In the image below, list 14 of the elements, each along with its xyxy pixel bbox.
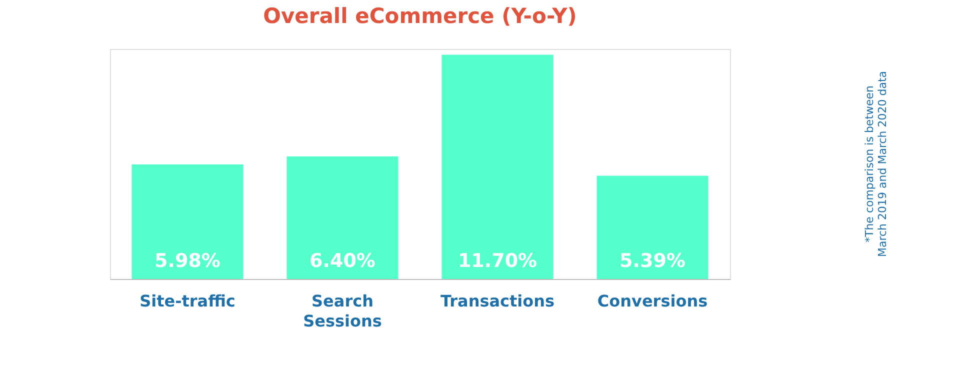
data-label: 6.40% (310, 250, 376, 272)
text: *The comparison is between March 2019 and March 2020 data (863, 70, 889, 258)
x-tick-label: Search Sessions (303, 292, 382, 330)
bar (596, 176, 708, 279)
x-tick-label: Conversions (597, 292, 708, 310)
data-label: 5.39% (620, 250, 686, 272)
data-label: 11.70% (458, 250, 538, 272)
x-tick-label: Transactions (440, 292, 555, 310)
bar (132, 164, 244, 279)
data-label: 5.98% (154, 250, 220, 272)
chart-title: Overall eCommerce (Y-o-Y) (263, 4, 577, 28)
bar (442, 54, 554, 279)
bar (286, 156, 398, 279)
x-tick-label: Site-traffic (140, 292, 236, 310)
